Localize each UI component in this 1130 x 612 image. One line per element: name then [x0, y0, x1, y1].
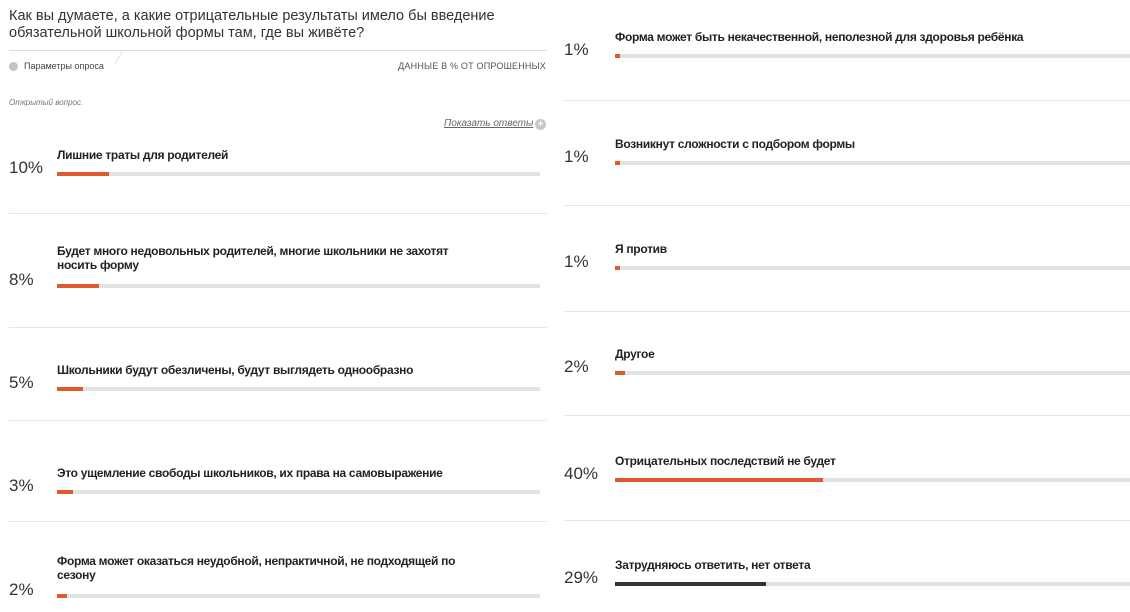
result-label: Отрицательных последствий не будет — [615, 454, 836, 468]
params-divider — [9, 50, 547, 51]
result-bar — [57, 172, 109, 176]
result-percent: 1% — [564, 147, 589, 166]
result-label: Форма может оказаться неудобной, непракт… — [57, 554, 456, 582]
result-bar-track — [57, 594, 540, 598]
row-divider — [9, 213, 547, 214]
result-label: Я против — [615, 242, 667, 256]
result-bar — [615, 582, 766, 586]
plus-icon[interactable]: + — [535, 119, 546, 130]
result-bar — [615, 54, 621, 58]
survey-params-link[interactable]: Параметры опроса — [24, 61, 104, 71]
result-bar-track — [615, 371, 1130, 375]
result-bar — [615, 478, 823, 482]
result-percent: 2% — [9, 580, 34, 599]
result-label: Затрудняюсь ответить, нет ответа — [615, 558, 811, 572]
result-bar-track — [615, 582, 1130, 586]
result-label: Будет много недовольных родителей, многи… — [57, 244, 449, 272]
result-percent: 1% — [564, 40, 589, 59]
result-percent: 40% — [564, 464, 599, 483]
result-bar-track — [615, 161, 1130, 165]
info-dot-icon[interactable] — [9, 62, 18, 71]
params-notch — [113, 51, 135, 65]
result-percent: 8% — [9, 270, 34, 289]
result-label: Школьники будут обезличены, будут выгляд… — [57, 363, 414, 377]
result-bar-track — [615, 266, 1130, 270]
result-bar — [57, 490, 73, 494]
open-question-note: Открытый вопрос. — [9, 98, 84, 107]
row-divider — [9, 420, 547, 421]
row-divider — [564, 100, 1130, 101]
result-bar — [57, 594, 68, 598]
result-bar — [615, 161, 621, 165]
result-percent: 29% — [564, 568, 599, 587]
row-divider — [564, 520, 1130, 521]
result-label: Возникнут сложности с подбором формы — [615, 137, 855, 151]
result-bar — [57, 284, 99, 288]
result-bar — [615, 266, 621, 270]
result-label: Это ущемление свободы школьников, их пра… — [57, 466, 443, 480]
show-answers-link[interactable]: Показать ответы — [444, 118, 534, 129]
question-title: Как вы думаете, а какие отрицательные ре… — [9, 8, 495, 41]
result-label: Другое — [615, 347, 655, 361]
result-percent: 1% — [564, 252, 589, 271]
result-bar-track — [57, 387, 540, 391]
result-bar — [615, 371, 626, 375]
result-bar-track — [615, 54, 1130, 58]
row-divider — [9, 521, 547, 522]
row-divider — [564, 205, 1130, 206]
result-percent: 10% — [9, 158, 44, 177]
result-label: Форма может быть некачественной, неполез… — [615, 30, 1024, 44]
row-divider — [9, 327, 547, 328]
result-bar-track — [57, 172, 540, 176]
result-bar-track — [57, 284, 540, 288]
result-bar — [57, 387, 83, 391]
row-divider — [564, 415, 1130, 416]
result-percent: 5% — [9, 373, 34, 392]
row-divider — [564, 311, 1130, 312]
result-bar-track — [57, 490, 540, 494]
data-units-note: ДАННЫЕ В % ОТ ОПРОШЕННЫХ — [398, 61, 546, 71]
result-label: Лишние траты для родителей — [57, 148, 229, 162]
result-percent: 3% — [9, 476, 34, 495]
result-percent: 2% — [564, 357, 589, 376]
result-bar-track — [615, 478, 1130, 482]
